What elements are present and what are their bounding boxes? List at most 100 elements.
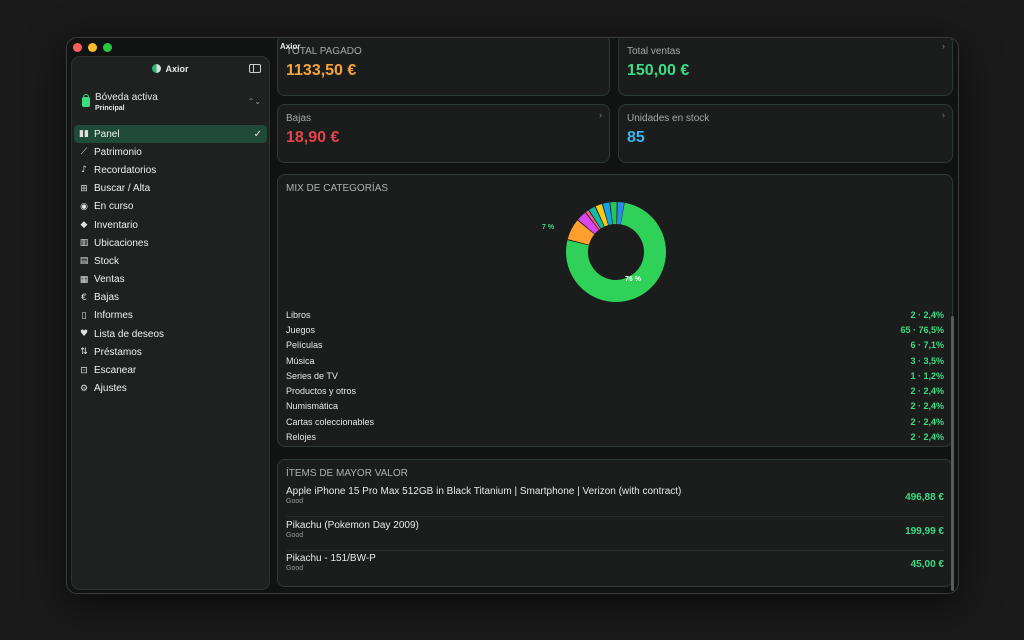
map-icon: ▥ <box>79 238 89 249</box>
category-row: Libros 2 · 2,4% <box>286 307 944 322</box>
sidebar-item-label: Bajas <box>94 292 120 304</box>
category-row: Cartas coleccionables 2 · 2,4% <box>286 414 944 429</box>
app-logo-icon <box>152 64 162 73</box>
donut-segments <box>566 202 666 302</box>
top-items-card: ÍTEMS DE MAYOR VALOR Apple iPhone 15 Pro… <box>277 459 953 587</box>
stat-card-total-sales[interactable]: Total ventas 150,00 € › <box>618 38 953 96</box>
category-value: 2 · 2,4% <box>910 432 944 443</box>
category-name: Series de TV <box>286 370 338 381</box>
category-name: Música <box>286 355 315 366</box>
traffic-lights <box>73 43 112 52</box>
stat-value: 1133,50 € <box>286 62 357 79</box>
category-name: Cartas coleccionables <box>286 416 375 427</box>
sidebar-item-stock[interactable]: ▤ Stock <box>74 252 267 270</box>
sidebar-item-inventario[interactable]: ◆ Inventario <box>74 216 267 234</box>
item-price: 45,00 € <box>910 559 944 570</box>
sidebar-item-en-curso[interactable]: ◉ En curso <box>74 198 267 216</box>
category-list: Libros 2 · 2,4% Juegos 65 · 76,5% Películas 6… <box>286 307 944 445</box>
category-value: 2 · 2,4% <box>910 416 944 427</box>
sidebar-item-label: Ajustes <box>94 383 127 395</box>
chevron-right-icon: › <box>599 110 602 120</box>
category-donut-chart <box>566 202 666 302</box>
item-price: 496,88 € <box>905 492 944 503</box>
sidebar-item-label: Buscar / Alta <box>94 183 151 195</box>
clock-icon: ◉ <box>80 201 88 212</box>
category-row: Series de TV 1 · 1,2% <box>286 368 944 383</box>
stat-value: 85 <box>627 129 645 146</box>
stat-label: TOTAL PAGADO <box>286 46 362 57</box>
sidebar-item-label: Informes <box>94 310 133 322</box>
grid-icon: ⊞ <box>80 183 88 194</box>
sidebar-item-label: Préstamos <box>94 346 142 358</box>
stat-card-units-in-stock[interactable]: Unidades en stock 85 › <box>618 104 953 163</box>
item-condition: Good <box>286 498 304 505</box>
vault-selector[interactable]: Bóveda activa Principal ⌃⌄ <box>72 90 269 120</box>
scan-icon: ⊡ <box>80 365 88 376</box>
app-name: Axior <box>72 64 269 74</box>
category-name: Relojes <box>286 432 317 443</box>
sidebar-item-patrimonio[interactable]: ⟋ Patrimonio <box>74 143 267 161</box>
euro-coin-icon: € <box>81 292 87 303</box>
lock-icon <box>82 94 90 107</box>
app-name-label: Axior <box>165 64 189 74</box>
stat-label: Unidades en stock <box>627 113 710 124</box>
chevron-right-icon: › <box>942 110 945 120</box>
item-condition: Good <box>286 565 304 572</box>
main-content: Axior TOTAL PAGADO 1133,50 € Total venta… <box>275 38 956 593</box>
section-title: MIX DE CATEGORÍAS <box>286 183 389 194</box>
sidebar-item-ubicaciones[interactable]: ▥ Ubicaciones <box>74 234 267 252</box>
minimize-window-button[interactable] <box>88 43 97 52</box>
close-window-button[interactable] <box>73 43 82 52</box>
sidebar-header: Axior <box>72 57 269 83</box>
category-name: Libros <box>286 309 311 320</box>
sidebar: Axior Bóveda activa Principal ⌃⌄ ▮▮ Panel… <box>71 56 270 590</box>
category-value: 6 · 7,1% <box>910 340 944 351</box>
sidebar-item-label: Recordatorios <box>94 164 157 176</box>
sidebar-item-buscar-alta[interactable]: ⊞ Buscar / Alta <box>74 180 267 198</box>
section-title: ÍTEMS DE MAYOR VALOR <box>286 468 408 479</box>
gear-icon: ⚙ <box>79 383 89 394</box>
item-price: 199,99 € <box>905 525 944 537</box>
box-icon: ◆ <box>80 220 88 231</box>
sidebar-item-recordatorios[interactable]: ♪ Recordatorios <box>74 161 267 179</box>
sidebar-item-lista-de-deseos[interactable]: ♥ Lista de deseos <box>74 325 267 343</box>
vault-title: Bóveda activa <box>95 92 158 103</box>
sidebar-item-préstamos[interactable]: ⇅ Préstamos <box>74 343 267 361</box>
bell-icon: ♪ <box>81 165 87 176</box>
category-row: Juegos 65 · 76,5% <box>286 322 944 337</box>
category-row: Películas 6 · 7,1% <box>286 338 944 353</box>
top-item-row[interactable]: Apple iPhone 15 Pro Max 512GB in Black T… <box>286 484 944 517</box>
category-name: Juegos <box>286 324 316 335</box>
stat-value: 18,90 € <box>286 129 340 146</box>
document-icon: ▯ <box>81 310 87 321</box>
sidebar-item-label: Stock <box>94 255 120 267</box>
scrollbar[interactable] <box>951 316 954 591</box>
item-name: Pikachu (Pokemon Day 2009) <box>286 519 419 531</box>
heart-icon: ♥ <box>79 329 89 340</box>
category-name: Películas <box>286 340 323 351</box>
chevron-up-down-icon: ⌃⌄ <box>247 97 261 106</box>
top-item-row[interactable]: Pikachu (Pokemon Day 2009) Good 199,99 € <box>286 518 944 551</box>
sidebar-item-ajustes[interactable]: ⚙ Ajustes <box>74 380 267 398</box>
sidebar-item-informes[interactable]: ▯ Informes <box>74 307 267 325</box>
sidebar-item-escanear[interactable]: ⊡ Escanear <box>74 361 267 379</box>
sidebar-item-ventas[interactable]: ▦ Ventas <box>74 271 267 289</box>
category-value: 2 · 2,4% <box>910 309 944 320</box>
sidebar-item-label: Lista de deseos <box>94 328 165 340</box>
donut-segment <box>566 202 666 302</box>
sidebar-item-bajas[interactable]: € Bajas <box>74 289 267 307</box>
sidebar-item-panel[interactable]: ▮▮ Panel ✓ <box>74 125 267 144</box>
sidebar-item-label: Patrimonio <box>94 146 142 158</box>
zoom-window-button[interactable] <box>103 43 112 52</box>
sidebar-item-label: En curso <box>94 201 134 213</box>
sidebar-item-label: Ventas <box>94 274 125 286</box>
stat-card-total-paid[interactable]: TOTAL PAGADO 1133,50 € <box>277 38 610 96</box>
category-value: 2 · 2,4% <box>910 386 944 397</box>
top-item-row[interactable]: Pikachu - 151/BW-P Good 45,00 € <box>286 551 944 584</box>
sidebar-toggle-icon[interactable] <box>249 64 261 73</box>
vault-subtitle: Principal <box>95 105 125 112</box>
category-value: 3 · 3,5% <box>910 355 944 366</box>
sidebar-nav: ▮▮ Panel ✓ ⟋ Patrimonio ♪ Recordatorios ⊞ Buscar… <box>72 125 269 398</box>
stat-card-write-offs[interactable]: Bajas 18,90 € › <box>277 104 610 163</box>
item-name: Apple iPhone 15 Pro Max 512GB in Black T… <box>286 486 682 497</box>
